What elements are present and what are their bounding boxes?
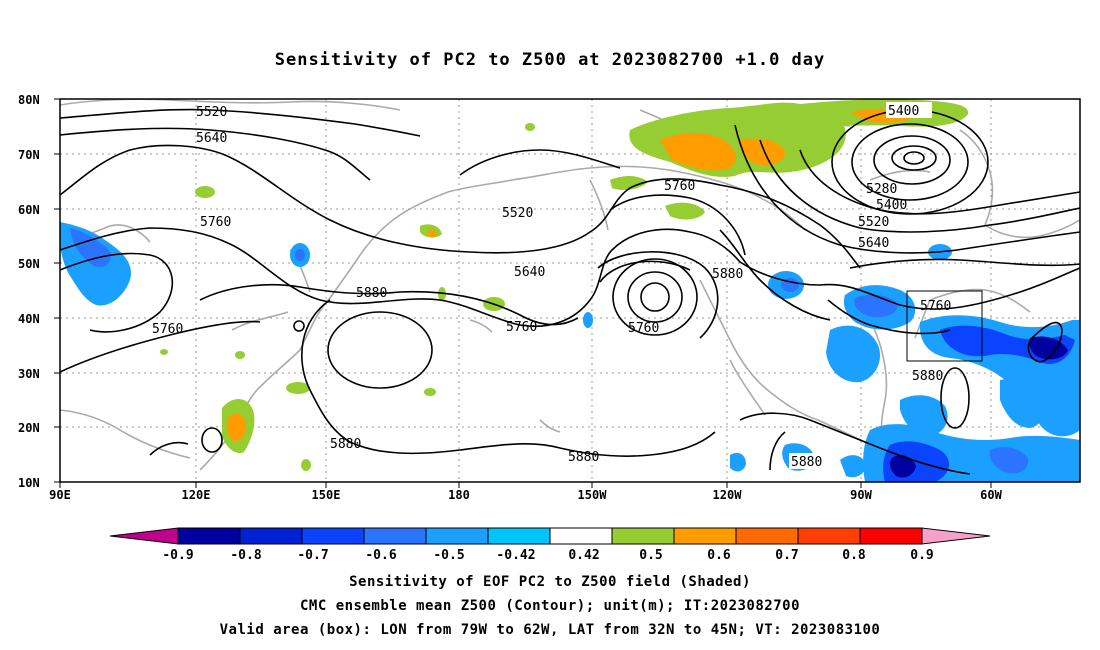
colorbar-label: -0.7: [297, 548, 328, 563]
colorbar-cell: [611, 527, 675, 545]
colorbar-cell: [425, 527, 489, 545]
contour-label: 5880: [568, 450, 599, 465]
colorbar-cell: [301, 527, 365, 545]
colorbar-cell: [363, 527, 427, 545]
colorbar-label: 0.9: [910, 548, 933, 563]
contour-label: 5520: [196, 105, 227, 120]
contour-label: 5760: [920, 299, 951, 314]
contour-label: 5280: [866, 182, 897, 197]
colorbar-label: 0.7: [775, 548, 798, 563]
colorbar-cell: [797, 527, 861, 545]
valid-area-box: [906, 290, 983, 362]
colorbar-cell: [859, 527, 923, 545]
lat-axis-labels: 80N 70N 60N 50N 40N 30N 20N 10N: [18, 93, 40, 490]
colorbar-cell: [549, 527, 613, 545]
colorbar-cell: [735, 527, 799, 545]
colorbar-label: -0.8: [230, 548, 261, 563]
contour-labels: 5520 5640 5760 5400 5280 5400 5520 5640 …: [152, 102, 951, 470]
lon-tick-label: 90E: [49, 488, 71, 502]
lat-tick-label: 30N: [18, 367, 40, 381]
axis-ticks: [54, 98, 992, 488]
lat-tick-label: 70N: [18, 148, 40, 162]
colorbar: -0.9 -0.8 -0.7 -0.6 -0.5 -0.42 0.42 0.5 …: [109, 527, 991, 563]
contour-label: 5880: [356, 286, 387, 301]
contour-label: 5640: [514, 265, 545, 280]
contour-label: 5400: [876, 198, 907, 213]
colorbar-label: 0.5: [639, 548, 662, 563]
map-title: Sensitivity of PC2 to Z500 at 2023082700…: [274, 50, 826, 70]
contour-label: 5880: [712, 267, 743, 282]
lat-tick-label: 50N: [18, 257, 40, 271]
contour-label: 5760: [628, 321, 659, 336]
contour-label: 5640: [196, 131, 227, 146]
colorbar-label: 0.6: [707, 548, 731, 563]
caption-line-3: Valid area (box): LON from 79W to 62W, L…: [219, 622, 881, 638]
colorbar-left-triangle: [109, 527, 179, 545]
lon-tick-label: 150W: [578, 488, 608, 502]
contour-label: 5520: [858, 215, 889, 230]
lat-tick-label: 80N: [18, 93, 40, 107]
lat-tick-label: 60N: [18, 203, 40, 217]
lon-tick-label: 120E: [182, 488, 211, 502]
colorbar-label: 0.42: [568, 548, 599, 563]
contour-label: 5880: [912, 369, 943, 384]
colorbar-cell: [239, 527, 303, 545]
colorbar-label: 0.8: [842, 548, 866, 563]
colorbar-cell: [673, 527, 737, 545]
contour-label: 5760: [152, 322, 183, 337]
colorbar-right-triangle: [921, 527, 991, 545]
z500-contours: [60, 108, 1080, 475]
contour-label: 5760: [664, 179, 695, 194]
colorbar-label: -0.42: [496, 548, 535, 563]
lat-tick-label: 40N: [18, 312, 40, 326]
colorbar-cell: [487, 527, 551, 545]
lon-tick-label: 150E: [312, 488, 341, 502]
lat-tick-label: 20N: [18, 421, 40, 435]
lon-tick-label: 120W: [713, 488, 743, 502]
lon-tick-label: 90W: [850, 488, 872, 502]
caption-line-2: CMC ensemble mean Z500 (Contour); unit(m…: [299, 598, 800, 614]
contour-label: 5760: [506, 320, 537, 335]
lon-axis-labels: 90E 120E 150E 180 150W 120W 90W 60W: [49, 488, 1002, 502]
colorbar-label: -0.9: [162, 548, 193, 563]
contour-label: 5520: [502, 206, 533, 221]
contour-label: 5640: [858, 236, 889, 251]
contour-label: 5400: [888, 104, 919, 119]
colorbar-label: -0.5: [433, 548, 464, 563]
contour-label: 5880: [330, 437, 361, 452]
plot-frame: [59, 98, 1081, 483]
colorbar-label: -0.6: [365, 548, 396, 563]
lon-tick-label: 180: [448, 488, 470, 502]
contour-label: 5880: [791, 455, 822, 470]
lat-tick-label: 10N: [18, 476, 40, 490]
contour-label: 5760: [200, 215, 231, 230]
colorbar-cell: [177, 527, 241, 545]
caption-line-1: Sensitivity of EOF PC2 to Z500 field (Sh…: [349, 574, 751, 590]
lon-tick-label: 60W: [980, 488, 1002, 502]
